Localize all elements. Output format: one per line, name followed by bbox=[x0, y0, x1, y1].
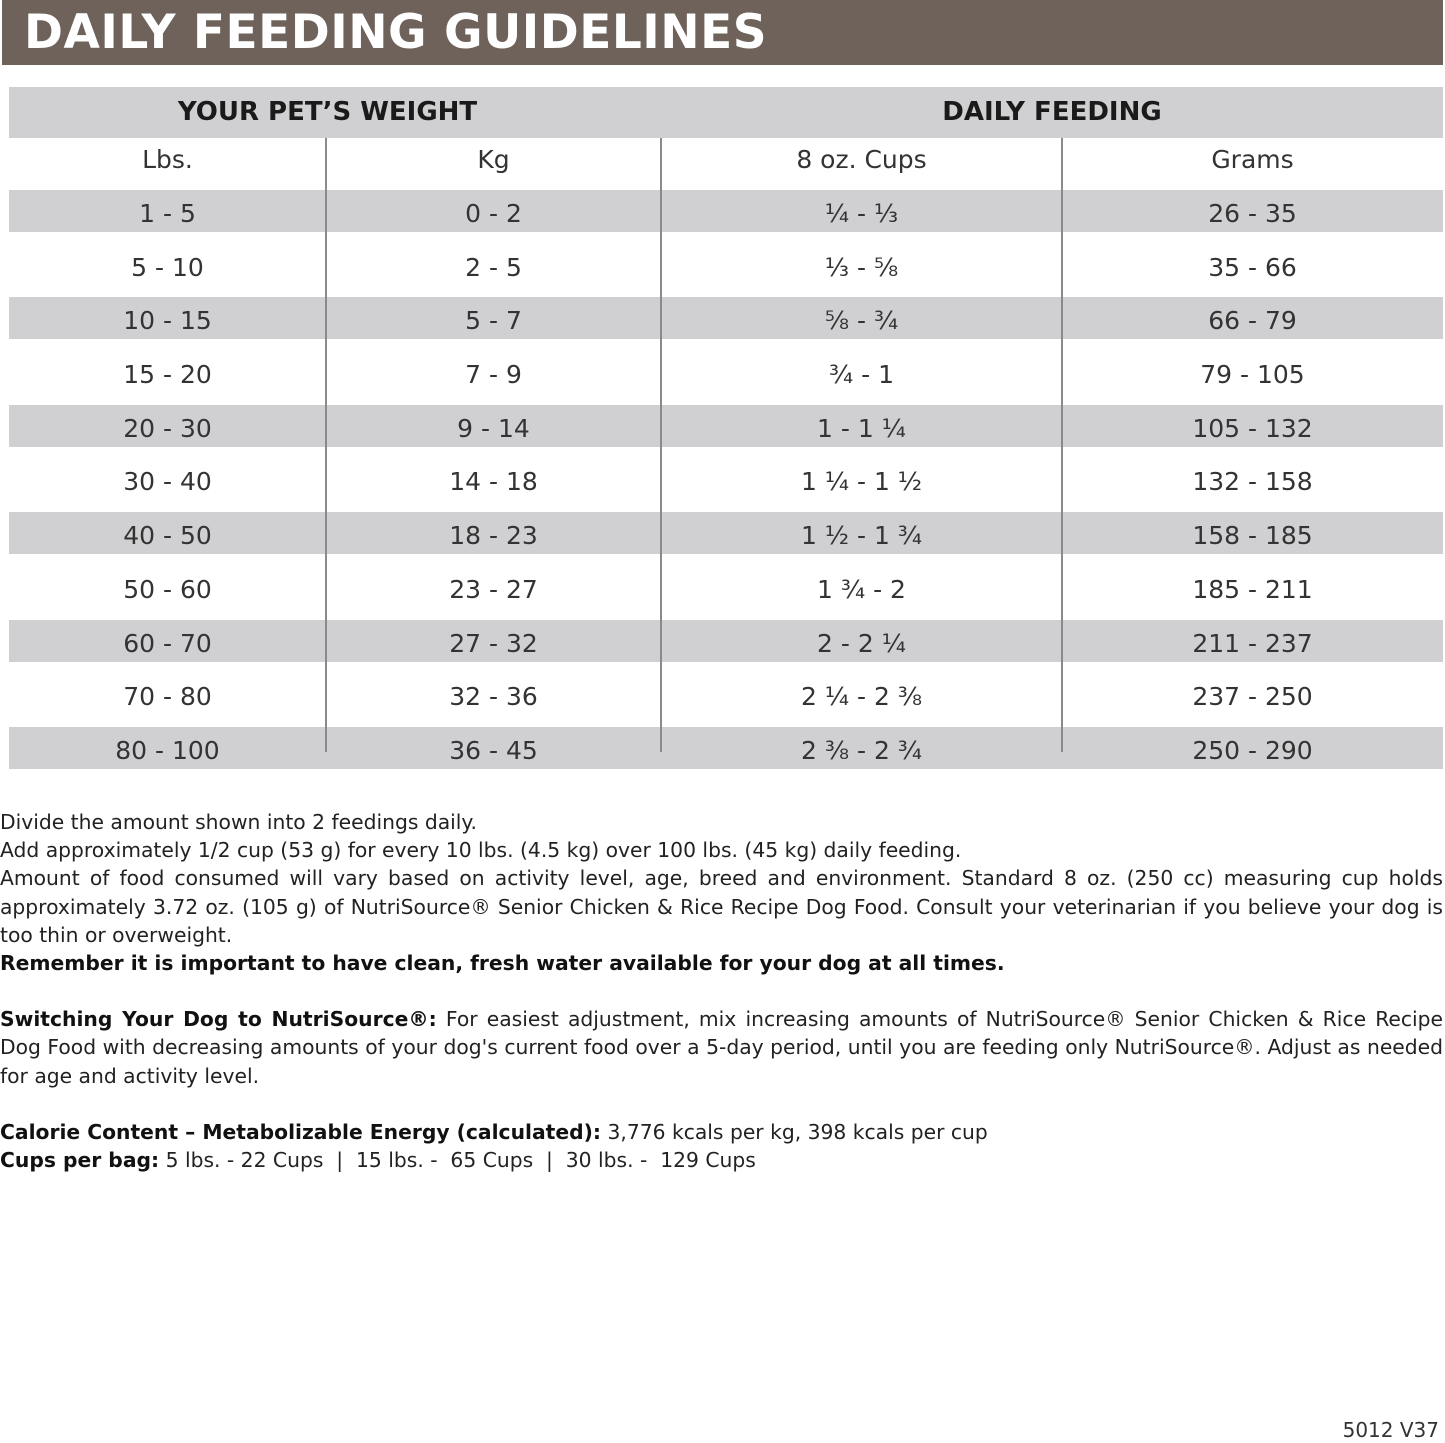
cell-grams: 211 - 237 bbox=[1192, 628, 1313, 658]
cell-lbs: 50 - 60 bbox=[123, 574, 212, 604]
cell-lbs: 20 - 30 bbox=[123, 413, 212, 443]
table-row: 80 - 100 36 - 45 2 ³⁄₈ - 2 ³⁄₄ 250 - 290 bbox=[9, 726, 1443, 781]
cell-grams: 26 - 35 bbox=[1208, 199, 1297, 228]
table-row: 30 - 40 14 - 18 1 ¹⁄₄ - 1 ¹⁄₂ 132 - 158 bbox=[9, 458, 1443, 512]
cell-cups: 2 - 2 ¹⁄₄ bbox=[817, 628, 906, 658]
table-row: 15 - 20 7 - 9 ³⁄₄ - 1 79 - 105 bbox=[9, 351, 1443, 405]
cell-kg: 9 - 14 bbox=[457, 413, 530, 443]
group-header-feeding: DAILY FEEDING bbox=[942, 97, 1162, 127]
cell-kg: 14 - 18 bbox=[449, 467, 538, 497]
cell-kg: 36 - 45 bbox=[449, 735, 538, 765]
cell-kg: 5 - 7 bbox=[465, 306, 522, 336]
cell-cups: 1 - 1 ¹⁄₄ bbox=[817, 413, 906, 443]
cell-grams: 66 - 79 bbox=[1208, 306, 1297, 336]
switching-label: Switching Your Dog to NutriSource®: bbox=[0, 1007, 437, 1032]
column-divider bbox=[325, 138, 327, 752]
calorie-text: 3,776 kcals per kg, 398 kcals per cup bbox=[601, 1119, 988, 1144]
note-water: Remember it is important to have clean, … bbox=[0, 949, 1443, 977]
cell-kg: 27 - 32 bbox=[449, 628, 538, 658]
group-header-weight: YOUR PET’S WEIGHT bbox=[177, 97, 478, 127]
cell-kg: 0 - 2 bbox=[465, 199, 522, 228]
column-header-grams: Grams bbox=[1211, 145, 1294, 174]
cell-cups: ³⁄₄ - 1 bbox=[828, 360, 895, 390]
page-title: DAILY FEEDING GUIDELINES bbox=[24, 5, 768, 60]
cell-lbs: 15 - 20 bbox=[123, 360, 212, 390]
cell-kg: 32 - 36 bbox=[449, 682, 538, 712]
cell-grams: 250 - 290 bbox=[1192, 735, 1313, 765]
cell-lbs: 10 - 15 bbox=[123, 306, 212, 336]
cell-grams: 185 - 211 bbox=[1192, 574, 1313, 604]
cups-label: Cups per bag: bbox=[0, 1148, 160, 1173]
column-header-lbs: Lbs. bbox=[142, 145, 193, 174]
cell-kg: 18 - 23 bbox=[449, 521, 538, 551]
note-amount: Amount of food consumed will vary based … bbox=[0, 866, 1443, 947]
cell-grams: 237 - 250 bbox=[1192, 682, 1313, 712]
note-switching: Switching Your Dog to NutriSource®: For … bbox=[0, 1005, 1443, 1090]
table-row: 40 - 50 18 - 23 1 ¹⁄₂ - 1 ³⁄₄ 158 - 185 bbox=[9, 512, 1443, 566]
cell-grams: 132 - 158 bbox=[1192, 467, 1313, 497]
cell-cups: ¹⁄₄ - ¹⁄₃ bbox=[824, 199, 899, 228]
table-row: 5 - 10 2 - 5 ¹⁄₃ - ⁵⁄₈ 35 - 66 bbox=[9, 244, 1443, 298]
column-divider bbox=[1061, 138, 1063, 752]
column-divider bbox=[660, 138, 662, 752]
cell-lbs: 1 - 5 bbox=[139, 199, 196, 228]
group-header-row: YOUR PET’S WEIGHT DAILY FEEDING bbox=[9, 87, 1443, 138]
cell-cups: ¹⁄₃ - ⁵⁄₈ bbox=[824, 252, 899, 282]
column-header-kg: Kg bbox=[477, 145, 510, 174]
cell-cups: 2 ¹⁄₄ - 2 ³⁄₈ bbox=[800, 682, 923, 712]
cell-cups: 1 ¹⁄₄ - 1 ¹⁄₂ bbox=[800, 467, 923, 497]
table-row: 20 - 30 9 - 14 1 - 1 ¹⁄₄ 105 - 132 bbox=[9, 404, 1443, 459]
note-over-100: Add approximately 1/2 cup (53 g) for eve… bbox=[0, 838, 962, 863]
note-cups-per-bag: Cups per bag: 5 lbs. - 22 Cups | 15 lbs.… bbox=[0, 1146, 1443, 1174]
table-row: 1 - 5 0 - 2 ¹⁄₄ - ¹⁄₃ 26 - 35 bbox=[9, 190, 1443, 244]
column-header-row: Lbs. Kg 8 oz. Cups Grams bbox=[9, 138, 1443, 190]
column-header-cups: 8 oz. Cups bbox=[796, 145, 927, 174]
cell-grams: 158 - 185 bbox=[1192, 521, 1313, 551]
feeding-table: YOUR PET’S WEIGHT DAILY FEEDING Lbs. Kg … bbox=[9, 87, 1443, 781]
note-divide: Divide the amount shown into 2 feedings … bbox=[0, 810, 477, 834]
title-banner: DAILY FEEDING GUIDELINES bbox=[2, 0, 1443, 65]
table-row: 70 - 80 32 - 36 2 ¹⁄₄ - 2 ³⁄₈ 237 - 250 bbox=[9, 673, 1443, 727]
cell-cups: 1 ¹⁄₂ - 1 ³⁄₄ bbox=[800, 521, 923, 551]
table-row: 60 - 70 27 - 32 2 - 2 ¹⁄₄ 211 - 237 bbox=[9, 619, 1443, 674]
feeding-notes: Divide the amount shown into 2 feedings … bbox=[0, 808, 1443, 1174]
switching-text: For easiest adjustment, mix increasing a… bbox=[0, 1007, 1443, 1088]
cell-grams: 35 - 66 bbox=[1208, 252, 1297, 282]
cups-text: 5 lbs. - 22 Cups | 15 lbs. - 65 Cups | 3… bbox=[159, 1148, 756, 1173]
cell-lbs: 70 - 80 bbox=[123, 682, 212, 712]
water-text: Remember it is important to have clean, … bbox=[0, 951, 1005, 976]
cell-lbs: 5 - 10 bbox=[131, 252, 204, 282]
cell-grams: 105 - 132 bbox=[1192, 413, 1313, 443]
cell-kg: 2 - 5 bbox=[465, 252, 522, 282]
calorie-label: Calorie Content – Metabolizable Energy (… bbox=[0, 1119, 602, 1144]
cell-lbs: 60 - 70 bbox=[123, 628, 212, 658]
table-row: 10 - 15 5 - 7 ⁵⁄₈ - ³⁄₄ 66 - 79 bbox=[9, 297, 1443, 352]
cell-lbs: 30 - 40 bbox=[123, 467, 212, 497]
cell-lbs: 80 - 100 bbox=[115, 735, 220, 765]
cell-grams: 79 - 105 bbox=[1200, 360, 1305, 390]
cell-lbs: 40 - 50 bbox=[123, 521, 212, 551]
cell-kg: 23 - 27 bbox=[449, 574, 538, 604]
product-code: 5012 V37 bbox=[1342, 1418, 1439, 1442]
cell-cups: ⁵⁄₈ - ³⁄₄ bbox=[824, 306, 899, 336]
cell-kg: 7 - 9 bbox=[465, 360, 522, 390]
cell-cups: 2 ³⁄₈ - 2 ³⁄₄ bbox=[800, 735, 923, 765]
table-row: 50 - 60 23 - 27 1 ³⁄₄ - 2 185 - 211 bbox=[9, 566, 1443, 620]
cell-cups: 1 ³⁄₄ - 2 bbox=[817, 574, 906, 604]
table-body: 1 - 5 0 - 2 ¹⁄₄ - ¹⁄₃ 26 - 35 5 - 10 2 - 5 ¹⁄₃… bbox=[9, 190, 1443, 781]
note-calorie: Calorie Content – Metabolizable Energy (… bbox=[0, 1118, 1443, 1146]
